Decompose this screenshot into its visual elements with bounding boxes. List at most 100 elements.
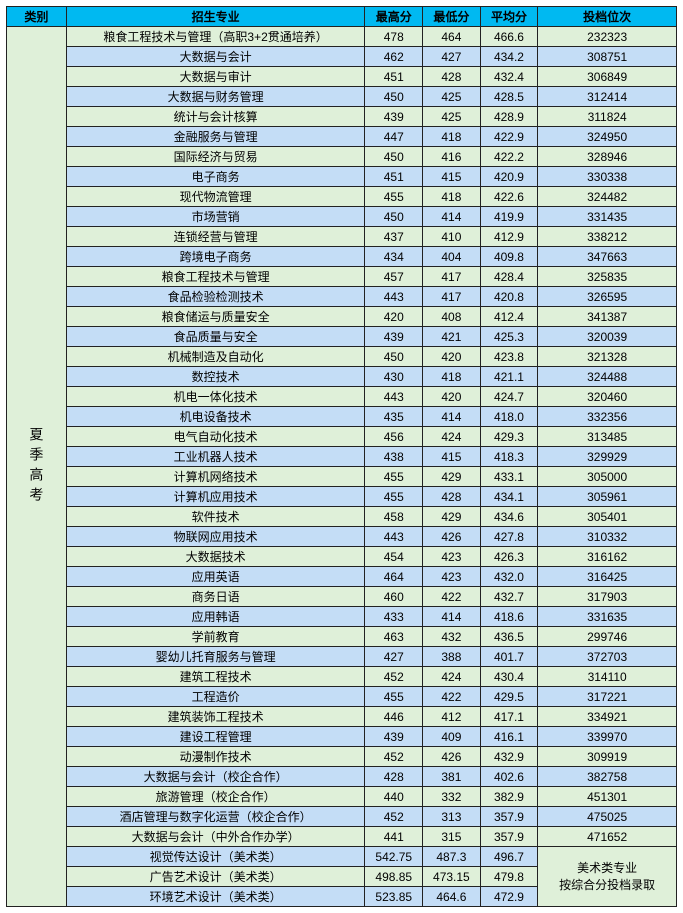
table-row: 酒店管理与数字化运营（校企合作）452313357.9475025 bbox=[7, 807, 677, 827]
cell-major: 大数据与财务管理 bbox=[66, 87, 365, 107]
cell-avg: 357.9 bbox=[480, 827, 538, 847]
cell-major: 数控技术 bbox=[66, 367, 365, 387]
cell-avg: 436.5 bbox=[480, 627, 538, 647]
cell-major: 粮食工程技术与管理（高职3+2贯通培养） bbox=[66, 27, 365, 47]
cell-min: 422 bbox=[423, 687, 481, 707]
cell-major: 金融服务与管理 bbox=[66, 127, 365, 147]
art-note-line2: 按综合分投档录取 bbox=[540, 877, 674, 894]
cell-min: 414 bbox=[423, 607, 481, 627]
table-row: 跨境电子商务434404409.8347663 bbox=[7, 247, 677, 267]
col-avg: 平均分 bbox=[480, 7, 538, 27]
cell-rank: 320460 bbox=[538, 387, 677, 407]
col-rank: 投档位次 bbox=[538, 7, 677, 27]
table-row: 物联网应用技术443426427.8310332 bbox=[7, 527, 677, 547]
cell-avg: 434.6 bbox=[480, 507, 538, 527]
cell-rank: 317903 bbox=[538, 587, 677, 607]
cell-major: 酒店管理与数字化运营（校企合作） bbox=[66, 807, 365, 827]
cell-max: 498.85 bbox=[365, 867, 423, 887]
cell-max: 450 bbox=[365, 207, 423, 227]
cell-rank: 334921 bbox=[538, 707, 677, 727]
cell-major: 连锁经营与管理 bbox=[66, 227, 365, 247]
cell-max: 420 bbox=[365, 307, 423, 327]
cell-major: 建筑工程技术 bbox=[66, 667, 365, 687]
table-row: 夏季高考粮食工程技术与管理（高职3+2贯通培养）478464466.623232… bbox=[7, 27, 677, 47]
table-row: 动漫制作技术452426432.9309919 bbox=[7, 747, 677, 767]
cell-rank: 299746 bbox=[538, 627, 677, 647]
cell-major: 国际经济与贸易 bbox=[66, 147, 365, 167]
cell-max: 450 bbox=[365, 87, 423, 107]
cell-major: 食品检验检测技术 bbox=[66, 287, 365, 307]
table-row: 大数据技术454423426.3316162 bbox=[7, 547, 677, 567]
cell-rank: 339970 bbox=[538, 727, 677, 747]
cell-rank: 311824 bbox=[538, 107, 677, 127]
cell-rank: 475025 bbox=[538, 807, 677, 827]
cell-rank: 316162 bbox=[538, 547, 677, 567]
cell-avg: 424.7 bbox=[480, 387, 538, 407]
cell-avg: 496.7 bbox=[480, 847, 538, 867]
cell-max: 455 bbox=[365, 687, 423, 707]
cell-major: 市场营销 bbox=[66, 207, 365, 227]
cell-max: 437 bbox=[365, 227, 423, 247]
cell-max: 428 bbox=[365, 767, 423, 787]
cell-min: 414 bbox=[423, 207, 481, 227]
cell-max: 433 bbox=[365, 607, 423, 627]
cell-max: 434 bbox=[365, 247, 423, 267]
cell-max: 542.75 bbox=[365, 847, 423, 867]
table-row: 工业机器人技术438415418.3329929 bbox=[7, 447, 677, 467]
cell-min: 415 bbox=[423, 167, 481, 187]
cell-avg: 429.3 bbox=[480, 427, 538, 447]
table-row: 大数据与会计（校企合作）428381402.6382758 bbox=[7, 767, 677, 787]
table-row: 应用韩语433414418.6331635 bbox=[7, 607, 677, 627]
cell-avg: 426.3 bbox=[480, 547, 538, 567]
table-row: 工程造价455422429.5317221 bbox=[7, 687, 677, 707]
cell-max: 438 bbox=[365, 447, 423, 467]
cell-major: 粮食工程技术与管理 bbox=[66, 267, 365, 287]
cell-max: 430 bbox=[365, 367, 423, 387]
cell-major: 旅游管理（校企合作） bbox=[66, 787, 365, 807]
cell-avg: 433.1 bbox=[480, 467, 538, 487]
cell-major: 应用英语 bbox=[66, 567, 365, 587]
cell-rank: 347663 bbox=[538, 247, 677, 267]
cell-max: 456 bbox=[365, 427, 423, 447]
cell-max: 455 bbox=[365, 487, 423, 507]
cell-max: 451 bbox=[365, 67, 423, 87]
cell-rank: 308751 bbox=[538, 47, 677, 67]
cell-avg: 402.6 bbox=[480, 767, 538, 787]
table-row: 大数据与会计（中外合作办学）441315357.9471652 bbox=[7, 827, 677, 847]
cell-max: 427 bbox=[365, 647, 423, 667]
cell-min: 429 bbox=[423, 467, 481, 487]
table-row: 国际经济与贸易450416422.2328946 bbox=[7, 147, 677, 167]
cell-major: 大数据与会计（校企合作） bbox=[66, 767, 365, 787]
cell-min: 412 bbox=[423, 707, 481, 727]
cell-min: 315 bbox=[423, 827, 481, 847]
table-row: 应用英语464423432.0316425 bbox=[7, 567, 677, 587]
cell-rank: 324488 bbox=[538, 367, 677, 387]
table-row: 电子商务451415420.9330338 bbox=[7, 167, 677, 187]
cell-avg: 418.0 bbox=[480, 407, 538, 427]
cell-rank: 309919 bbox=[538, 747, 677, 767]
cell-max: 447 bbox=[365, 127, 423, 147]
cell-avg: 425.3 bbox=[480, 327, 538, 347]
cell-rank: 324482 bbox=[538, 187, 677, 207]
cell-max: 455 bbox=[365, 467, 423, 487]
cell-major: 食品质量与安全 bbox=[66, 327, 365, 347]
cell-rank: 330338 bbox=[538, 167, 677, 187]
cell-rank: 313485 bbox=[538, 427, 677, 447]
cell-min: 425 bbox=[423, 107, 481, 127]
cell-avg: 429.5 bbox=[480, 687, 538, 707]
cell-min: 429 bbox=[423, 507, 481, 527]
col-min: 最低分 bbox=[423, 7, 481, 27]
cell-min: 473.15 bbox=[423, 867, 481, 887]
cell-max: 454 bbox=[365, 547, 423, 567]
cell-max: 439 bbox=[365, 327, 423, 347]
table-row: 市场营销450414419.9331435 bbox=[7, 207, 677, 227]
cell-avg: 401.7 bbox=[480, 647, 538, 667]
table-row: 大数据与会计462427434.2308751 bbox=[7, 47, 677, 67]
cell-major: 学前教育 bbox=[66, 627, 365, 647]
cell-min: 464 bbox=[423, 27, 481, 47]
cell-rank: 321328 bbox=[538, 347, 677, 367]
cell-major: 婴幼儿托育服务与管理 bbox=[66, 647, 365, 667]
cell-min: 423 bbox=[423, 547, 481, 567]
cell-major: 大数据技术 bbox=[66, 547, 365, 567]
cell-min: 421 bbox=[423, 327, 481, 347]
